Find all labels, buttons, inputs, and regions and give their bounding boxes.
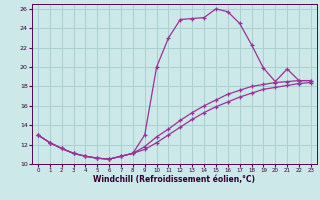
X-axis label: Windchill (Refroidissement éolien,°C): Windchill (Refroidissement éolien,°C) <box>93 175 255 184</box>
